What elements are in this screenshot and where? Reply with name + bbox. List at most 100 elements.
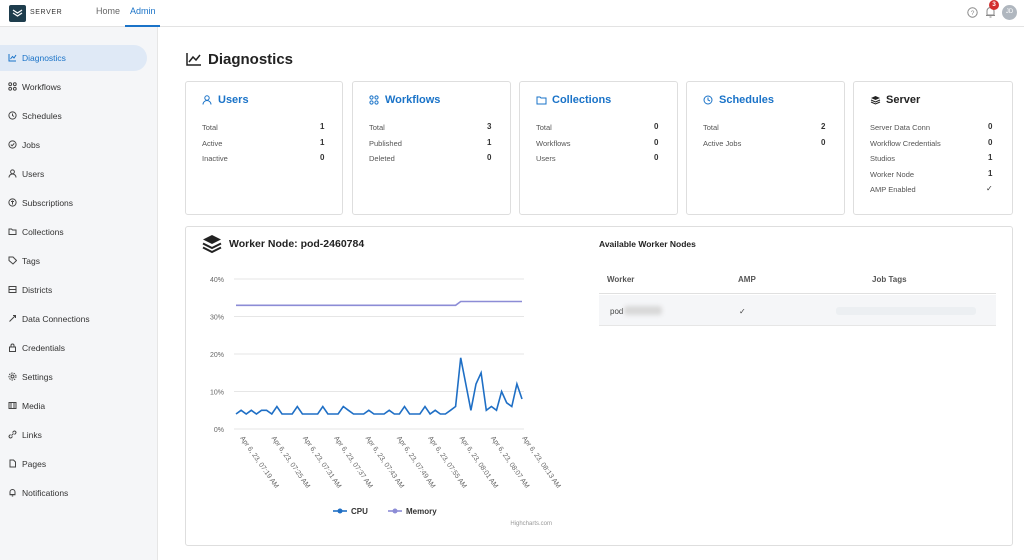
worker-table-header: Worker AMP Job Tags bbox=[599, 264, 996, 294]
sidebar-item-users[interactable]: Users bbox=[0, 161, 158, 187]
users-active-label: Active bbox=[202, 139, 223, 148]
sidebar-item-workflows[interactable]: Workflows bbox=[0, 74, 158, 100]
layers-icon bbox=[202, 235, 222, 254]
bell-icon bbox=[9, 489, 16, 497]
tag-icon bbox=[8, 256, 17, 265]
sidebar-item-data-connections[interactable]: Data Connections bbox=[0, 306, 158, 332]
y-tick-label: 30% bbox=[210, 315, 224, 322]
collections-workflows-label: Workflows bbox=[536, 139, 571, 148]
y-tick-label: 20% bbox=[210, 352, 224, 359]
top-bar: SERVER Home Admin ? 3 JD bbox=[0, 0, 1024, 27]
sidebar-item-subscriptions[interactable]: Subscriptions bbox=[0, 190, 158, 216]
users-card-title: Users bbox=[218, 94, 249, 106]
active-highlight bbox=[0, 45, 147, 71]
folder-icon bbox=[536, 96, 547, 105]
media-icon bbox=[8, 402, 17, 409]
svg-text:?: ? bbox=[971, 10, 975, 17]
logo-icon bbox=[12, 9, 23, 17]
sidebar-item-label: Schedules bbox=[22, 111, 62, 121]
nav-active-indicator bbox=[125, 25, 160, 27]
studios-label: Studios bbox=[870, 154, 896, 163]
sidebar-item-label: Links bbox=[22, 430, 42, 440]
amp-check-cell: ✓ bbox=[739, 307, 746, 316]
sidebar-item-label: Data Connections bbox=[22, 314, 90, 324]
collections-workflows-value: 0 bbox=[654, 138, 659, 147]
sidebar-item-links[interactable]: Links bbox=[0, 422, 158, 448]
server-card-title: Server bbox=[886, 94, 921, 106]
legend-marker-memory bbox=[392, 508, 398, 514]
sidebar-item-media[interactable]: Media bbox=[0, 393, 158, 419]
chart-line-icon bbox=[186, 53, 201, 66]
studios-value: 1 bbox=[988, 153, 993, 162]
available-worker-nodes-title: Available Worker Nodes bbox=[599, 239, 696, 249]
sidebar-item-label: Jobs bbox=[22, 140, 40, 150]
schedules-card: Schedules Total 2 Active Jobs 0 bbox=[686, 81, 845, 215]
sidebar-item-label: Users bbox=[22, 169, 45, 179]
users-total-value: 1 bbox=[320, 122, 325, 131]
sidebar-item-credentials[interactable]: Credentials bbox=[0, 335, 158, 361]
workflows-published-label: Published bbox=[369, 139, 402, 148]
col-amp[interactable]: AMP bbox=[738, 275, 756, 284]
legend-label-cpu: CPU bbox=[351, 507, 368, 516]
folder-icon bbox=[8, 228, 17, 235]
link-icon bbox=[8, 430, 17, 439]
sidebar-item-schedules[interactable]: Schedules bbox=[0, 103, 158, 129]
subscription-icon bbox=[8, 198, 17, 207]
nav-home[interactable]: Home bbox=[96, 6, 121, 16]
schedule-icon bbox=[8, 111, 17, 120]
sidebar-item-label: Tags bbox=[22, 256, 40, 266]
sidebar-item-districts[interactable]: Districts bbox=[0, 277, 158, 303]
help-icon[interactable]: ? bbox=[967, 7, 978, 18]
nav-admin[interactable]: Admin bbox=[130, 6, 156, 16]
sidebar-item-jobs[interactable]: Jobs bbox=[0, 132, 158, 158]
sidebar-item-collections[interactable]: Collections bbox=[0, 219, 158, 245]
logo[interactable] bbox=[9, 5, 26, 22]
data-connection-icon bbox=[9, 315, 16, 322]
credential-icon bbox=[9, 343, 16, 352]
col-worker[interactable]: Worker bbox=[607, 275, 635, 284]
workflows-card-title: Workflows bbox=[385, 94, 441, 106]
workflows-total-label: Total bbox=[369, 123, 385, 132]
sidebar: Diagnostics Workflows Schedules Jobs Users Su… bbox=[0, 27, 158, 560]
sidebar-item-notifications[interactable]: Notifications bbox=[0, 480, 158, 506]
users-card: Users Total 1 Active 1 Inactive 0 bbox=[185, 81, 343, 215]
legend-label-memory: Memory bbox=[406, 507, 437, 516]
sidebar-item-label: Notifications bbox=[22, 488, 69, 498]
y-tick-label: 0% bbox=[214, 427, 224, 434]
workflows-card: Workflows Total 3 Published 1 Deleted 0 bbox=[352, 81, 511, 215]
schedules-total-value: 2 bbox=[821, 122, 826, 131]
workflows-deleted-label: Deleted bbox=[369, 154, 395, 163]
avatar-initials: JD bbox=[1005, 9, 1014, 15]
sidebar-item-pages[interactable]: Pages bbox=[0, 451, 158, 477]
sidebar-item-label: Collections bbox=[22, 227, 64, 237]
schedules-active-jobs-label: Active Jobs bbox=[703, 139, 742, 148]
worker-node-label: Worker Node bbox=[870, 170, 915, 179]
schedules-card-title: Schedules bbox=[719, 94, 775, 106]
collections-users-value: 0 bbox=[654, 153, 659, 162]
users-inactive-value: 0 bbox=[320, 153, 325, 162]
server-card: Server Server Data Conn 0 Workflow Crede… bbox=[853, 81, 1013, 215]
sidebar-item-settings[interactable]: Settings bbox=[0, 364, 158, 390]
page-icon bbox=[9, 459, 16, 468]
worker-node-title: Worker Node: pod-2460784 bbox=[229, 238, 365, 250]
notification-badge: 3 bbox=[989, 0, 999, 10]
col-job-tags[interactable]: Job Tags bbox=[872, 275, 907, 284]
collections-card: Collections Total 0 Workflows 0 Users 0 bbox=[519, 81, 678, 215]
workflows-total-value: 3 bbox=[487, 122, 492, 131]
sidebar-item-label: Districts bbox=[22, 285, 53, 295]
avatar[interactable]: JD bbox=[1002, 5, 1017, 20]
series-line-cpu bbox=[235, 357, 523, 416]
user-icon bbox=[202, 95, 212, 105]
job-tags-cell bbox=[836, 307, 976, 315]
sidebar-item-tags[interactable]: Tags bbox=[0, 248, 158, 274]
sidebar-item-label: Workflows bbox=[22, 82, 62, 92]
collections-users-label: Users bbox=[536, 154, 556, 163]
sidebar-item-diagnostics[interactable]: Diagnostics bbox=[0, 45, 158, 71]
users-active-value: 1 bbox=[320, 138, 325, 147]
sidebar-item-label: Subscriptions bbox=[22, 198, 74, 208]
collections-card-title: Collections bbox=[552, 94, 612, 106]
collections-total-value: 0 bbox=[654, 122, 659, 131]
amp-enabled-label: AMP Enabled bbox=[870, 185, 916, 194]
gear-icon bbox=[8, 372, 17, 381]
